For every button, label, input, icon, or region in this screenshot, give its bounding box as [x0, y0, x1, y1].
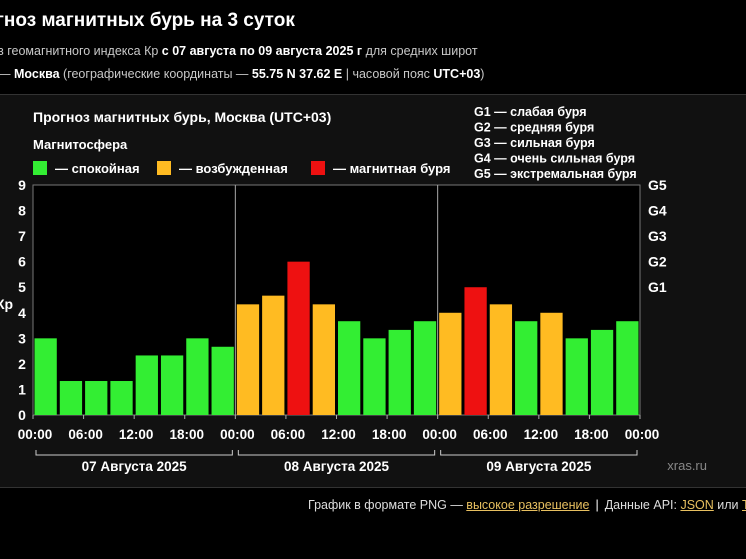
watermark: xras.ru [667, 458, 707, 473]
day-label-3: 09 Августа 2025 [486, 459, 592, 474]
x-tick-label: 00:00 [422, 427, 457, 442]
g-scale-entry-3: G3 — сильная буря [474, 136, 595, 150]
kp-bar-16 [413, 321, 437, 415]
city-name: Москва [13, 67, 60, 81]
kp-bar-4 [110, 381, 133, 415]
y-tick-label: 7 [18, 228, 26, 244]
kp-bar-22 [565, 338, 588, 415]
y-tick-label: 9 [18, 177, 26, 193]
kp-bar-23 [590, 329, 614, 415]
g-scale-entry-5: G5 — экстремальная буря [474, 167, 637, 181]
g-tick-label: G5 [648, 177, 667, 193]
location-close: ) [480, 67, 485, 81]
timezone-value: UTC+03 [433, 67, 481, 81]
footer: График в формате PNG — высокое разрешени… [308, 498, 746, 512]
y-tick-label: 2 [18, 356, 26, 372]
legend-title: Магнитосфера [33, 137, 128, 152]
plot-area [32, 184, 641, 416]
kp-bar-18 [464, 287, 487, 415]
day-bracket-2 [237, 450, 436, 456]
legend-label-1: — спокойная [55, 161, 140, 176]
page-title: гноз магнитных бурь на 3 суток [0, 10, 295, 31]
g-tick-label: G3 [648, 228, 667, 244]
json-link[interactable]: JSON [680, 498, 714, 512]
timezone-label: | часовой пояс [342, 67, 434, 81]
legend-label-3: — магнитная буря [333, 161, 450, 176]
api-label: Данные API: [604, 498, 681, 512]
day-label-2: 08 Августа 2025 [284, 459, 390, 474]
description-prefix: з геомагнитного индекса Кр [0, 44, 162, 58]
x-tick-label: 00:00 [220, 427, 255, 442]
g-tick-label: G1 [648, 279, 667, 295]
y-tick-label: 5 [18, 279, 26, 295]
g-tick-label: G4 [648, 203, 667, 219]
kp-bar-17 [439, 312, 462, 415]
chart-panel: Прогноз магнитных бурь, Москва (UTC+03) … [0, 94, 746, 488]
kp-bar-9 [236, 304, 260, 415]
legend-swatch-1 [33, 161, 47, 175]
x-tick-label: 06:00 [473, 427, 508, 442]
txt-link[interactable]: TX [742, 498, 746, 512]
footer-separator: | [595, 498, 599, 512]
x-tick-label: 00:00 [625, 427, 660, 442]
kp-bar-8 [211, 346, 234, 415]
x-tick-label: 12:00 [321, 427, 356, 442]
png-label: График в формате PNG — [308, 498, 467, 512]
description-suffix: для средних широт [362, 44, 478, 58]
kp-bar-5 [135, 355, 158, 415]
x-tick-label: 18:00 [372, 427, 407, 442]
kp-bar-14 [363, 338, 386, 415]
kp-bar-6 [160, 355, 184, 415]
kp-bar-11 [287, 261, 310, 415]
chart-title: Прогноз магнитных бурь, Москва (UTC+03) [33, 109, 331, 125]
coordinates: 55.75 N 37.62 E [251, 67, 343, 81]
g-tick-label: G2 [648, 254, 667, 270]
high-resolution-link[interactable]: высокое разрешение [466, 498, 590, 512]
kp-forecast-chart: Прогноз магнитных бурь, Москва (UTC+03) … [0, 105, 707, 474]
y-tick-label: 0 [18, 407, 26, 423]
x-tick-label: 12:00 [119, 427, 154, 442]
location-info: — Москва (географические координаты — 55… [0, 67, 484, 81]
date-range: с 07 августа по 09 августа 2025 г [161, 44, 363, 58]
y-tick-label: 8 [18, 203, 26, 219]
kp-bar-24 [616, 321, 639, 415]
x-tick-label: 00:00 [18, 427, 53, 442]
y-tick-label: 6 [18, 254, 26, 270]
kp-bar-21 [540, 312, 563, 415]
y-tick-label: 4 [18, 305, 26, 321]
x-tick-label: 06:00 [271, 427, 306, 442]
kp-bar-12 [312, 304, 335, 415]
or-label: или [713, 498, 743, 512]
g-scale-entry-1: G1 — слабая буря [474, 105, 587, 119]
legend-label-2: — возбужденная [179, 161, 288, 176]
kp-bar-1 [34, 338, 57, 415]
kp-bar-20 [515, 321, 538, 415]
kp-bar-3 [85, 381, 108, 415]
y-axis-label: Кр [0, 296, 13, 312]
legend-swatch-2 [157, 161, 171, 175]
x-tick-label: 12:00 [524, 427, 559, 442]
x-tick-label: 06:00 [68, 427, 103, 442]
day-bracket-3 [440, 450, 638, 456]
location-dash: — [0, 67, 14, 81]
kp-bar-2 [59, 381, 83, 415]
day-label-1: 07 Августа 2025 [82, 459, 188, 474]
legend-swatch-3 [311, 161, 325, 175]
kp-bar-10 [262, 295, 285, 415]
forecast-description: з геомагнитного индекса Кр с 07 августа … [0, 44, 478, 58]
day-bracket-1 [35, 450, 233, 456]
kp-bar-19 [489, 304, 513, 415]
y-tick-label: 1 [18, 381, 26, 397]
y-tick-label: 3 [18, 330, 26, 346]
x-tick-label: 18:00 [169, 427, 204, 442]
g-scale-entry-2: G2 — средняя буря [474, 121, 594, 135]
kp-bar-7 [186, 338, 209, 415]
kp-bar-15 [388, 329, 411, 415]
x-tick-label: 18:00 [574, 427, 609, 442]
g-scale-entry-4: G4 — очень сильная буря [474, 152, 635, 166]
geo-label: (географические координаты — [59, 67, 252, 81]
kp-bar-13 [338, 321, 361, 415]
